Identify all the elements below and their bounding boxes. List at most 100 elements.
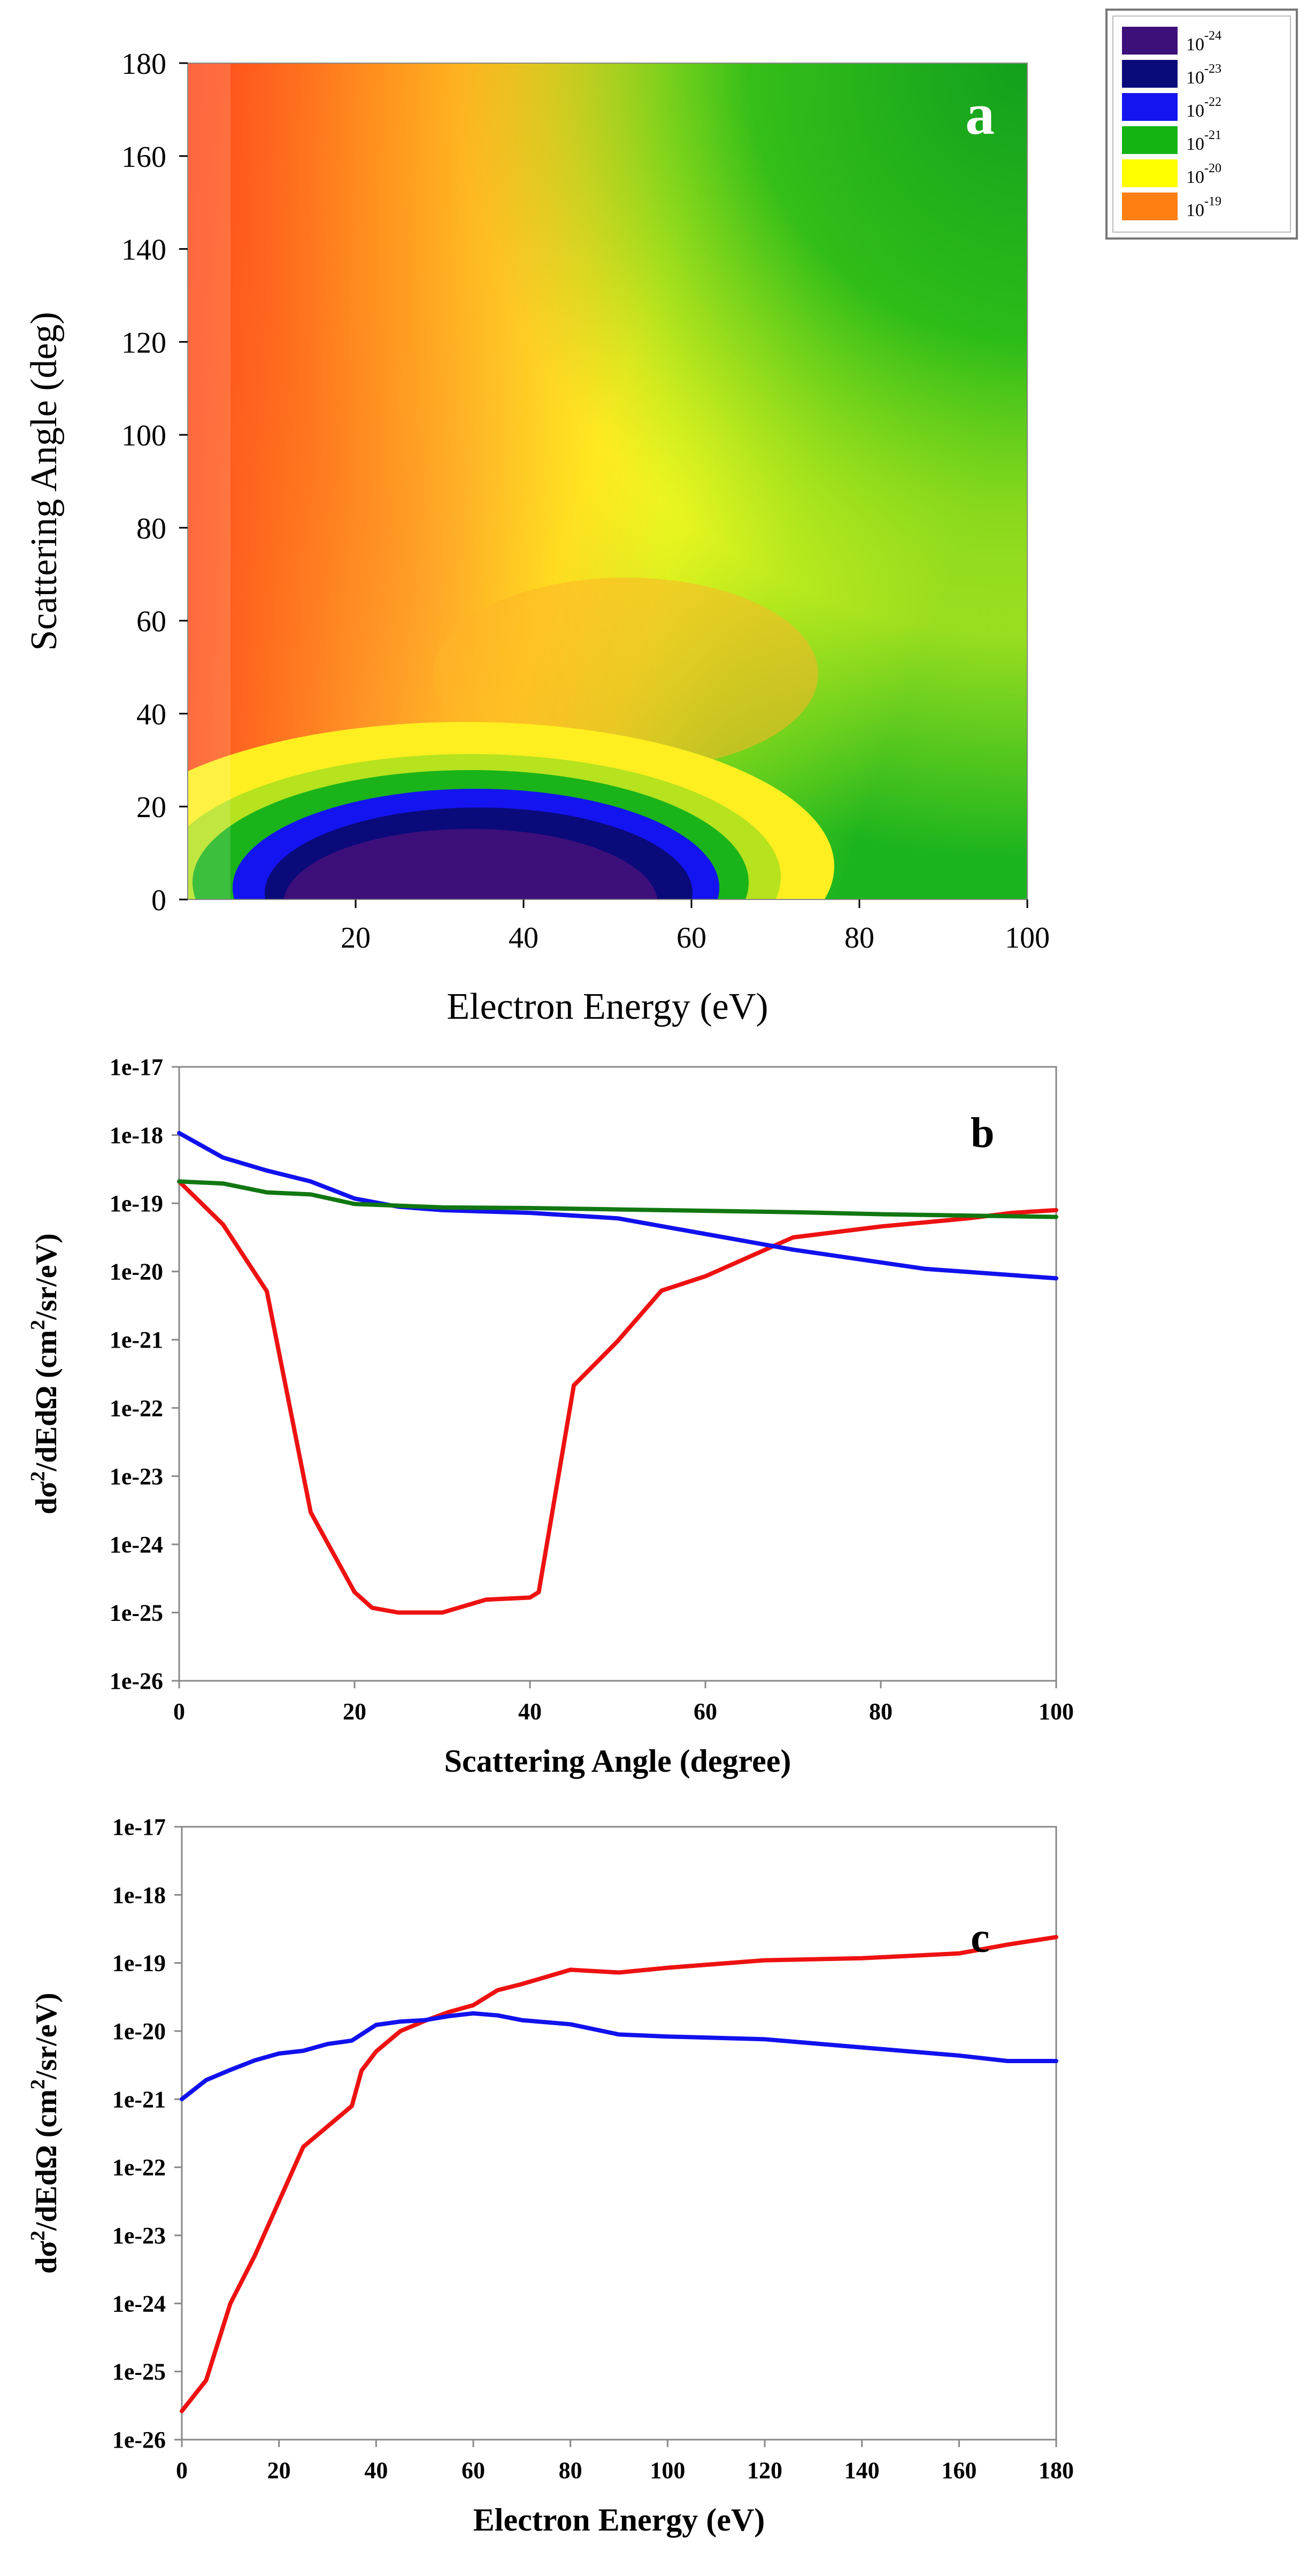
y-tick-label: 1e-26: [112, 2427, 166, 2453]
x-tick-label: 60: [462, 2457, 485, 2483]
y-tick-label: 1e-22: [110, 1395, 163, 1421]
heatmap-panel: a: [187, 63, 1028, 900]
heatmap-axes: 20 40 60 80 100 0 20 40 60 80 100 120 140 160 180 Elect…: [24, 48, 1050, 1027]
legend-label-exponent: -22: [1204, 95, 1221, 109]
y-tick-label: 160: [121, 141, 166, 174]
legend-swatch: [1122, 126, 1178, 154]
legend-label-exponent: -23: [1204, 62, 1221, 76]
y-tick-label: 180: [121, 48, 166, 81]
y-tick-label: 1e-25: [112, 2359, 166, 2385]
legend-label-base: 10: [1186, 134, 1204, 154]
legend-label-base: 10: [1186, 101, 1204, 121]
y-tick-label: 80: [136, 512, 166, 545]
y-tick-label: 1e-17: [112, 1814, 166, 1840]
y-tick-label: 1e-23: [112, 2223, 166, 2249]
x-tick-label: 40: [364, 2457, 388, 2483]
legend-inner-frame: [1112, 16, 1291, 233]
x-tick-label: 180: [1039, 2457, 1074, 2483]
y-tick-label: 40: [136, 698, 166, 731]
y-tick-label: 1e-18: [110, 1122, 163, 1149]
legend-label: 10-21: [1186, 128, 1221, 154]
x-tick-label: 100: [650, 2457, 685, 2483]
y-axis-title-part: /dEdΩ (cm: [30, 2089, 63, 2231]
legend-swatch: [1122, 93, 1178, 121]
y-tick-label: 1e-23: [110, 1463, 163, 1489]
legend-swatch: [1122, 60, 1178, 88]
y-axis-title: Scattering Angle (deg): [24, 312, 65, 651]
legend-swatch: [1122, 159, 1178, 187]
y-tick-label: 1e-24: [110, 1532, 163, 1558]
panel-label-a: a: [965, 81, 995, 147]
series-line-blue: [180, 2011, 1058, 2102]
y-axis-title-part: /sr/eV): [30, 1233, 63, 1320]
x-tick-label: 20: [343, 1698, 366, 1725]
x-tick-label: 0: [173, 1698, 185, 1725]
y-tick-label: 1e-19: [112, 1950, 166, 1977]
x-tick-label: 120: [747, 2457, 782, 2483]
y-axis-title-part: 2: [27, 1471, 49, 1481]
legend-label-exponent: -24: [1204, 29, 1221, 43]
y-tick-label: 1e-21: [110, 1327, 163, 1353]
y-tick-label: 100: [121, 419, 166, 452]
x-tick-label: 160: [941, 2457, 977, 2483]
legend-label-base: 10: [1186, 35, 1204, 55]
legend-label-exponent: -20: [1204, 162, 1221, 175]
x-tick-label: 140: [844, 2457, 880, 2483]
y-tick-label: 1e-26: [110, 1668, 163, 1694]
x-tick-label: 80: [869, 1698, 893, 1725]
x-tick-label: 60: [676, 921, 706, 955]
panel-label-c: c: [971, 1914, 990, 1962]
legend-swatch: [1122, 193, 1178, 220]
x-axis-title: Electron Energy (eV): [473, 2502, 765, 2537]
plot-area: [181, 1826, 1057, 2441]
legend-label-base: 10: [1186, 201, 1204, 220]
x-axis-title: Scattering Angle (degree): [444, 1743, 791, 1779]
x-tick-label: 40: [509, 921, 539, 955]
x-tick-label: 20: [341, 921, 371, 955]
y-axis-title-part: 2: [27, 2079, 49, 2089]
x-tick-label: 0: [176, 2457, 188, 2483]
x-tick-label: 60: [694, 1698, 717, 1725]
y-axis-title-part: dσ: [30, 2241, 63, 2274]
y-tick-label: 140: [121, 234, 166, 267]
x-tick-label: 80: [559, 2457, 582, 2483]
y-tick-label: 60: [136, 605, 166, 639]
y-tick-label: 20: [136, 791, 166, 824]
y-axis-title-part: 2: [27, 1320, 49, 1330]
panel-label-b: b: [971, 1110, 995, 1157]
y-tick-label: 1e-21: [112, 2086, 166, 2112]
x-tick-label: 20: [267, 2457, 291, 2483]
y-tick-label: 1e-19: [110, 1190, 163, 1217]
y-axis-title-part: /dEdΩ (cm: [30, 1330, 63, 1472]
series-line-blue: [177, 1131, 1058, 1281]
legend-label: 10-20: [1186, 162, 1221, 187]
y-tick-label: 1e-25: [110, 1600, 163, 1626]
y-tick-label: 1e-20: [112, 2018, 166, 2044]
y-tick-label: 1e-17: [110, 1054, 163, 1080]
x-axis-title: Electron Energy (eV): [447, 986, 768, 1027]
y-axis-title: dσ2/dEdΩ (cm2/sr/eV): [27, 1993, 63, 2274]
y-tick-label: 1e-22: [112, 2155, 166, 2181]
y-axis-title-part: /sr/eV): [30, 1993, 63, 2080]
legend-label-exponent: -19: [1204, 195, 1221, 209]
y-axis-title-part: 2: [27, 2231, 49, 2241]
y-tick-label: 0: [151, 884, 166, 917]
x-tick-label: 40: [518, 1698, 542, 1725]
legend-label: 10-23: [1186, 62, 1221, 88]
y-tick-label: 1e-20: [110, 1259, 163, 1285]
x-tick-label: 100: [1005, 921, 1050, 955]
legend-label: 10-19: [1186, 195, 1221, 220]
line-chart-c: 1e-26 1e-25 1e-24 1e-23 1e-22 1e-21 1e-20 1e-19…: [27, 1814, 1074, 2537]
plot-area: [178, 1066, 1057, 1682]
y-tick-label: 1e-24: [112, 2290, 166, 2317]
legend-label: 10-24: [1186, 29, 1221, 55]
line-chart-b: 1e-26 1e-25 1e-24 1e-23 1e-22 1e-21 1e-20 1e-19…: [27, 1054, 1074, 1779]
legend-swatch: [1122, 27, 1178, 55]
series-line-green: [177, 1179, 1058, 1219]
y-tick-label: 120: [121, 326, 166, 359]
legend-label: 10-22: [1186, 95, 1221, 121]
heatmap-field: [188, 63, 1027, 899]
x-tick-label: 100: [1039, 1698, 1074, 1725]
